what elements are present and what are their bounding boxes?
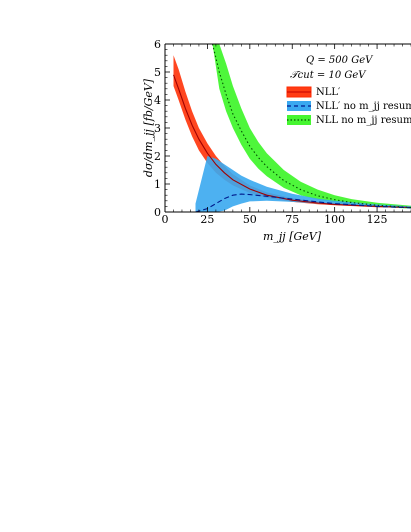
line-nllprime-nores (195, 193, 411, 212)
x-tick-label: 125 (367, 213, 388, 226)
x-tick-label: 100 (324, 213, 345, 226)
y-tick-label: 2 (154, 150, 161, 163)
legend-label-nll-nores: NLL no m_jj resum (316, 115, 411, 126)
x-axis-label: m_jj [GeV] (263, 230, 322, 243)
uncertainty-bands (173, 44, 411, 212)
x-tick-label: 0 (162, 213, 169, 226)
legend-swatch-nllprime-nores (287, 101, 311, 111)
line-nll-nores (211, 44, 411, 209)
y-tick-label: 0 (154, 206, 161, 219)
central-curves (172, 44, 411, 212)
annotation-tcut: 𝒯cut = 10 GeV (290, 70, 367, 81)
x-tick-label: 75 (285, 213, 299, 226)
legend: NLL′ NLL′ no m_jj resum NLL no m_jj resu… (286, 86, 411, 126)
legend-label-nllprime: NLL′ (316, 87, 341, 98)
line-nllprime (172, 74, 411, 209)
band-nll-nores (212, 44, 411, 209)
y-tick-label: 1 (154, 178, 161, 191)
y-axis-label: dσ/dm_jj [fb/GeV] (142, 78, 155, 177)
y-tick-label: 6 (154, 38, 161, 51)
axis-ticks: 0 25 50 75 100 125 0 1 2 3 4 5 6 (154, 38, 411, 226)
y-tick-label: 4 (154, 94, 161, 107)
y-tick-label: 5 (154, 66, 161, 79)
x-tick-label: 50 (243, 213, 257, 226)
y-tick-label: 3 (154, 122, 161, 135)
annotation-q: Q = 500 GeV (306, 55, 374, 66)
band-nllprime-nores (195, 156, 411, 212)
x-tick-label: 25 (200, 213, 214, 226)
legend-label-nllprime-nores: NLL′ no m_jj resum (316, 101, 411, 112)
